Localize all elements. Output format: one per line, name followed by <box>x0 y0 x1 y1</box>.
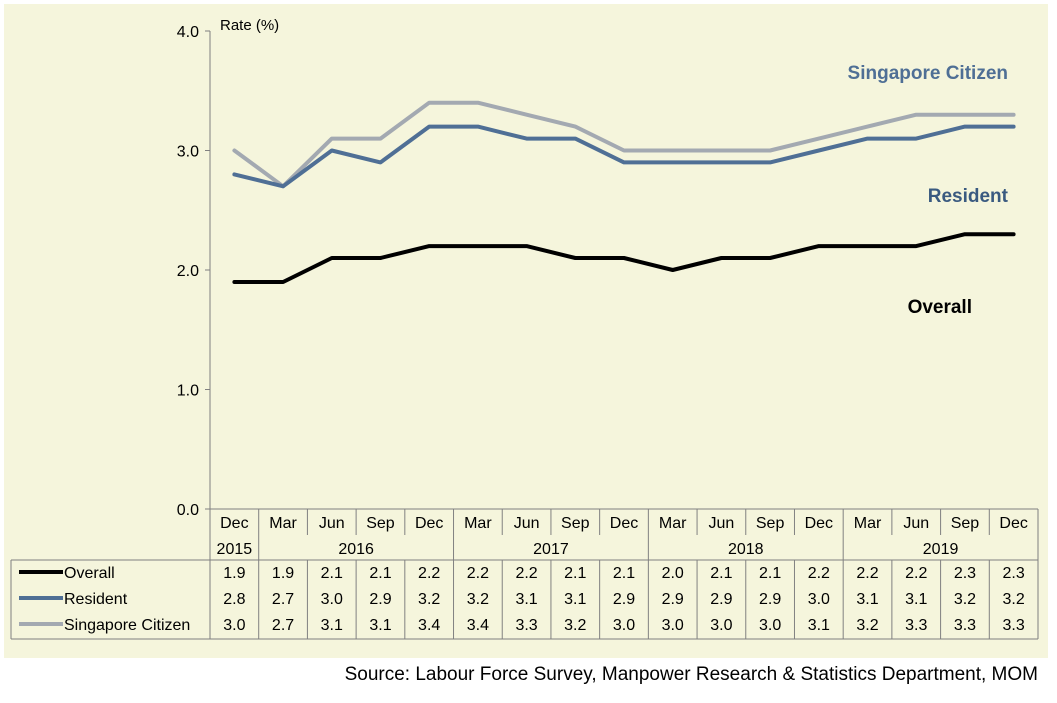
series-line <box>232 232 1016 284</box>
data-table-cell: 2.1 <box>321 565 343 582</box>
data-table-cell: 2.2 <box>856 565 878 582</box>
data-table-cell: 3.0 <box>662 617 684 634</box>
x-tick-label: Sep <box>561 515 590 532</box>
data-table-cell: 2.2 <box>515 565 537 582</box>
data-table-cell: 3.0 <box>759 617 781 634</box>
x-tick-label: Dec <box>610 515 638 532</box>
data-table-cell: 3.0 <box>808 591 830 608</box>
data-table-cell: 3.1 <box>856 591 878 608</box>
data-table-cell: 3.0 <box>710 617 732 634</box>
data-table-cell: 3.4 <box>467 617 489 634</box>
data-table-cell: 3.0 <box>223 617 245 634</box>
data-table-cell: 1.9 <box>272 565 294 582</box>
x-tick-label: Jun <box>514 515 540 532</box>
data-table-cell: 3.1 <box>515 591 537 608</box>
source-note: Source: Labour Force Survey, Manpower Re… <box>344 664 1038 685</box>
x-tick-label: Mar <box>659 515 687 532</box>
x-tick-label: Mar <box>269 515 297 532</box>
x-tick-label: Sep <box>951 515 980 532</box>
year-label: 2019 <box>923 541 959 558</box>
y-tick-label: 3.0 <box>177 144 199 161</box>
data-table-cell: 3.4 <box>418 617 440 634</box>
data-table-cell: 3.2 <box>467 591 489 608</box>
data-table-cell: 2.7 <box>272 617 294 634</box>
data-table-cell: 2.9 <box>759 591 781 608</box>
series-annotation: Singapore Citizen <box>848 63 1008 84</box>
data-table-cell: 2.7 <box>272 591 294 608</box>
data-table-cell: 2.1 <box>564 565 586 582</box>
data-table-cell: 2.0 <box>662 565 684 582</box>
data-table-cell: 2.1 <box>759 565 781 582</box>
data-table-cell: 3.1 <box>808 617 830 634</box>
data-table-cell: 2.2 <box>905 565 927 582</box>
year-label: 2017 <box>533 541 569 558</box>
data-table-cell: 3.1 <box>564 591 586 608</box>
series-annotation: Overall <box>908 297 972 318</box>
data-table-cell: 2.9 <box>369 591 391 608</box>
data-table-cell: 2.1 <box>710 565 732 582</box>
data-table-cell: 2.3 <box>954 565 976 582</box>
data-table-cell: 3.1 <box>369 617 391 634</box>
data-table-cell: 3.2 <box>1003 591 1025 608</box>
data-table-cell: 3.0 <box>321 591 343 608</box>
y-tick-label: 2.0 <box>177 263 199 280</box>
data-table-cell: 3.2 <box>418 591 440 608</box>
data-table-cell: 2.1 <box>613 565 635 582</box>
data-table-cell: 2.2 <box>467 565 489 582</box>
series-line <box>232 100 1016 189</box>
data-table-cell: 2.3 <box>1003 565 1025 582</box>
data-table-cell: 2.9 <box>710 591 732 608</box>
y-axis-label: Rate (%) <box>220 17 279 34</box>
y-tick-label: 0.0 <box>177 502 199 519</box>
y-tick-label: 4.0 <box>177 24 199 41</box>
data-table-cell: 3.1 <box>321 617 343 634</box>
data-table-cell: 3.2 <box>954 591 976 608</box>
x-tick-label: Dec <box>415 515 443 532</box>
data-table-cell: 3.3 <box>1003 617 1025 634</box>
year-label: 2016 <box>338 541 374 558</box>
x-tick-label: Sep <box>756 515 785 532</box>
x-tick-label: Dec <box>999 515 1027 532</box>
data-table-cell: 3.3 <box>954 617 976 634</box>
data-table-cell: 2.2 <box>418 565 440 582</box>
data-table-cell: 2.9 <box>613 591 635 608</box>
series-annotation: Resident <box>928 186 1009 207</box>
x-tick-label: Jun <box>709 515 735 532</box>
data-table-cell: 3.3 <box>515 617 537 634</box>
y-tick-label: 1.0 <box>177 383 199 400</box>
data-table-cell: 3.2 <box>856 617 878 634</box>
year-label: 2015 <box>217 541 253 558</box>
legend-label: Resident <box>64 591 128 608</box>
x-tick-label: Jun <box>319 515 345 532</box>
x-tick-label: Sep <box>366 515 395 532</box>
legend-label: Singapore Citizen <box>64 617 190 634</box>
x-tick-label: Dec <box>805 515 833 532</box>
data-table-cell: 2.8 <box>223 591 245 608</box>
x-tick-label: Mar <box>854 515 882 532</box>
data-table-cell: 1.9 <box>223 565 245 582</box>
data-table-cell: 2.1 <box>369 565 391 582</box>
data-table-cell: 2.2 <box>808 565 830 582</box>
data-table-cell: 3.3 <box>905 617 927 634</box>
x-tick-label: Jun <box>903 515 929 532</box>
year-label: 2018 <box>728 541 764 558</box>
x-tick-label: Mar <box>464 515 492 532</box>
x-tick-label: Dec <box>220 515 248 532</box>
series-line <box>232 124 1016 189</box>
legend-label: Overall <box>64 565 115 582</box>
data-table-cell: 3.2 <box>564 617 586 634</box>
data-table-cell: 3.1 <box>905 591 927 608</box>
data-table-cell: 3.0 <box>613 617 635 634</box>
data-table-cell: 2.9 <box>662 591 684 608</box>
